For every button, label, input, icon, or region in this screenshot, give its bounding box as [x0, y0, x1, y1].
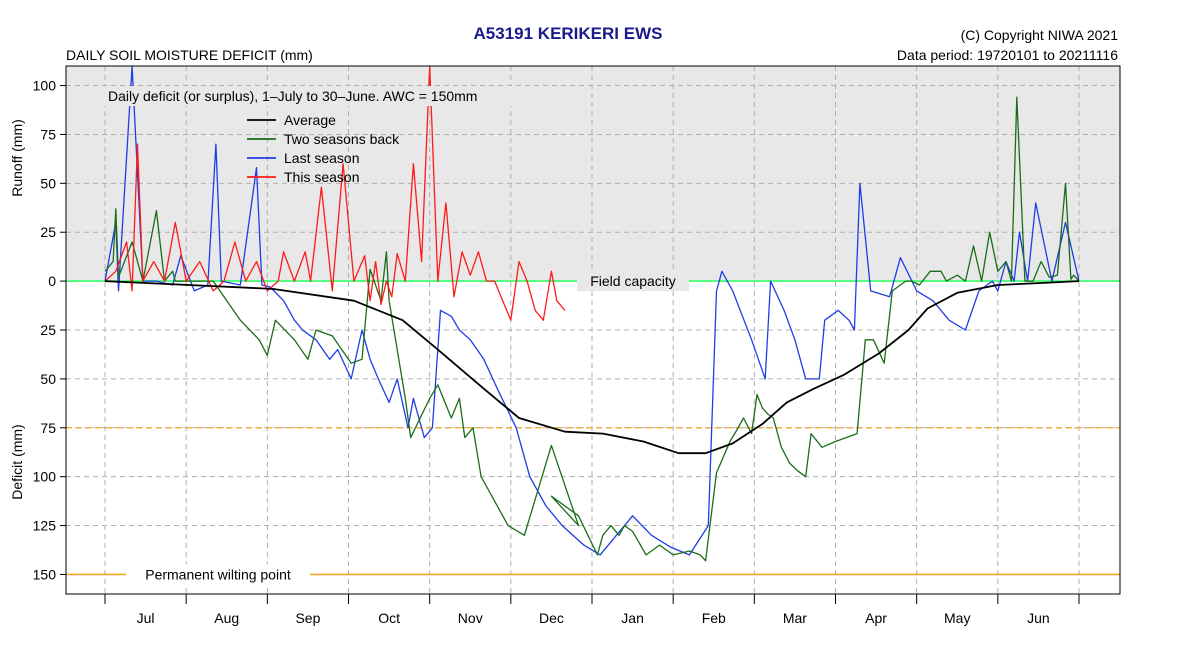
y-tick-label: 100 — [33, 469, 57, 485]
chart-subtitle: DAILY SOIL MOISTURE DEFICIT (mm) — [66, 47, 313, 63]
series-lines — [104, 65, 1080, 562]
y-axis: 100 75 50 25 0 25 50 75 100 125 150 — [33, 78, 66, 582]
data-period: Data period: 19720101 to 20211116 — [897, 47, 1118, 63]
reference-line-labels: Field capacity Permanent wilting point — [126, 271, 689, 585]
x-tick-label: Dec — [539, 610, 564, 626]
x-tick-label: Mar — [783, 610, 807, 626]
y-tick-label: 50 — [40, 371, 56, 387]
x-tick-label: Aug — [214, 610, 239, 626]
series-line-two-seasons-back — [104, 96, 1080, 562]
x-tick-label: Sep — [295, 610, 320, 626]
chart-description: Daily deficit (or surplus), 1–July to 30… — [108, 88, 477, 104]
legend: Average Two seasons back Last season This s… — [247, 112, 400, 185]
x-tick-label: Nov — [458, 610, 483, 626]
series-line-last-season — [104, 65, 1080, 556]
series-line-this-season — [104, 65, 566, 321]
x-tick-label: Oct — [378, 610, 400, 626]
y-tick-label: 50 — [40, 175, 56, 191]
series-line-average — [104, 280, 1080, 455]
legend-label: Last season — [284, 150, 360, 166]
reference-label-backdrop — [577, 271, 689, 292]
y-tick-label: 150 — [33, 566, 57, 582]
x-tick-label: Jan — [621, 610, 644, 626]
legend-label: Average — [284, 112, 336, 128]
reference-label-backdrop — [126, 564, 310, 585]
reference-line-label: Field capacity — [590, 273, 676, 289]
plot-area-deficit — [66, 281, 1120, 594]
x-axis: Jul Aug Sep Oct Nov Dec Jan Feb Mar Apr May Jun — [104, 594, 1080, 626]
x-tick-label: Jul — [137, 610, 155, 626]
y-tick-label: 75 — [40, 126, 56, 142]
y-axis-label-runoff: Runoff (mm) — [9, 119, 25, 197]
chart-title: A53191 KERIKERI EWS — [474, 24, 663, 43]
description-backdrop — [104, 86, 556, 106]
y-axis-label-deficit: Deficit (mm) — [9, 424, 25, 499]
x-tick-label: May — [944, 610, 970, 626]
legend-label: Two seasons back — [284, 131, 400, 147]
y-tick-label: 25 — [40, 224, 56, 240]
y-tick-label: 100 — [33, 78, 57, 94]
reference-line-label: Permanent wilting point — [145, 566, 291, 582]
x-tick-label: Apr — [865, 610, 887, 626]
y-tick-label: 25 — [40, 322, 56, 338]
copyright-note: (C) Copyright NIWA 2021 — [961, 27, 1119, 43]
x-tick-label: Feb — [702, 610, 726, 626]
y-tick-label: 0 — [48, 273, 56, 289]
y-tick-label: 75 — [40, 420, 56, 436]
x-tick-label: Jun — [1027, 610, 1050, 626]
legend-label: This season — [284, 169, 359, 185]
y-tick-label: 125 — [33, 518, 57, 534]
